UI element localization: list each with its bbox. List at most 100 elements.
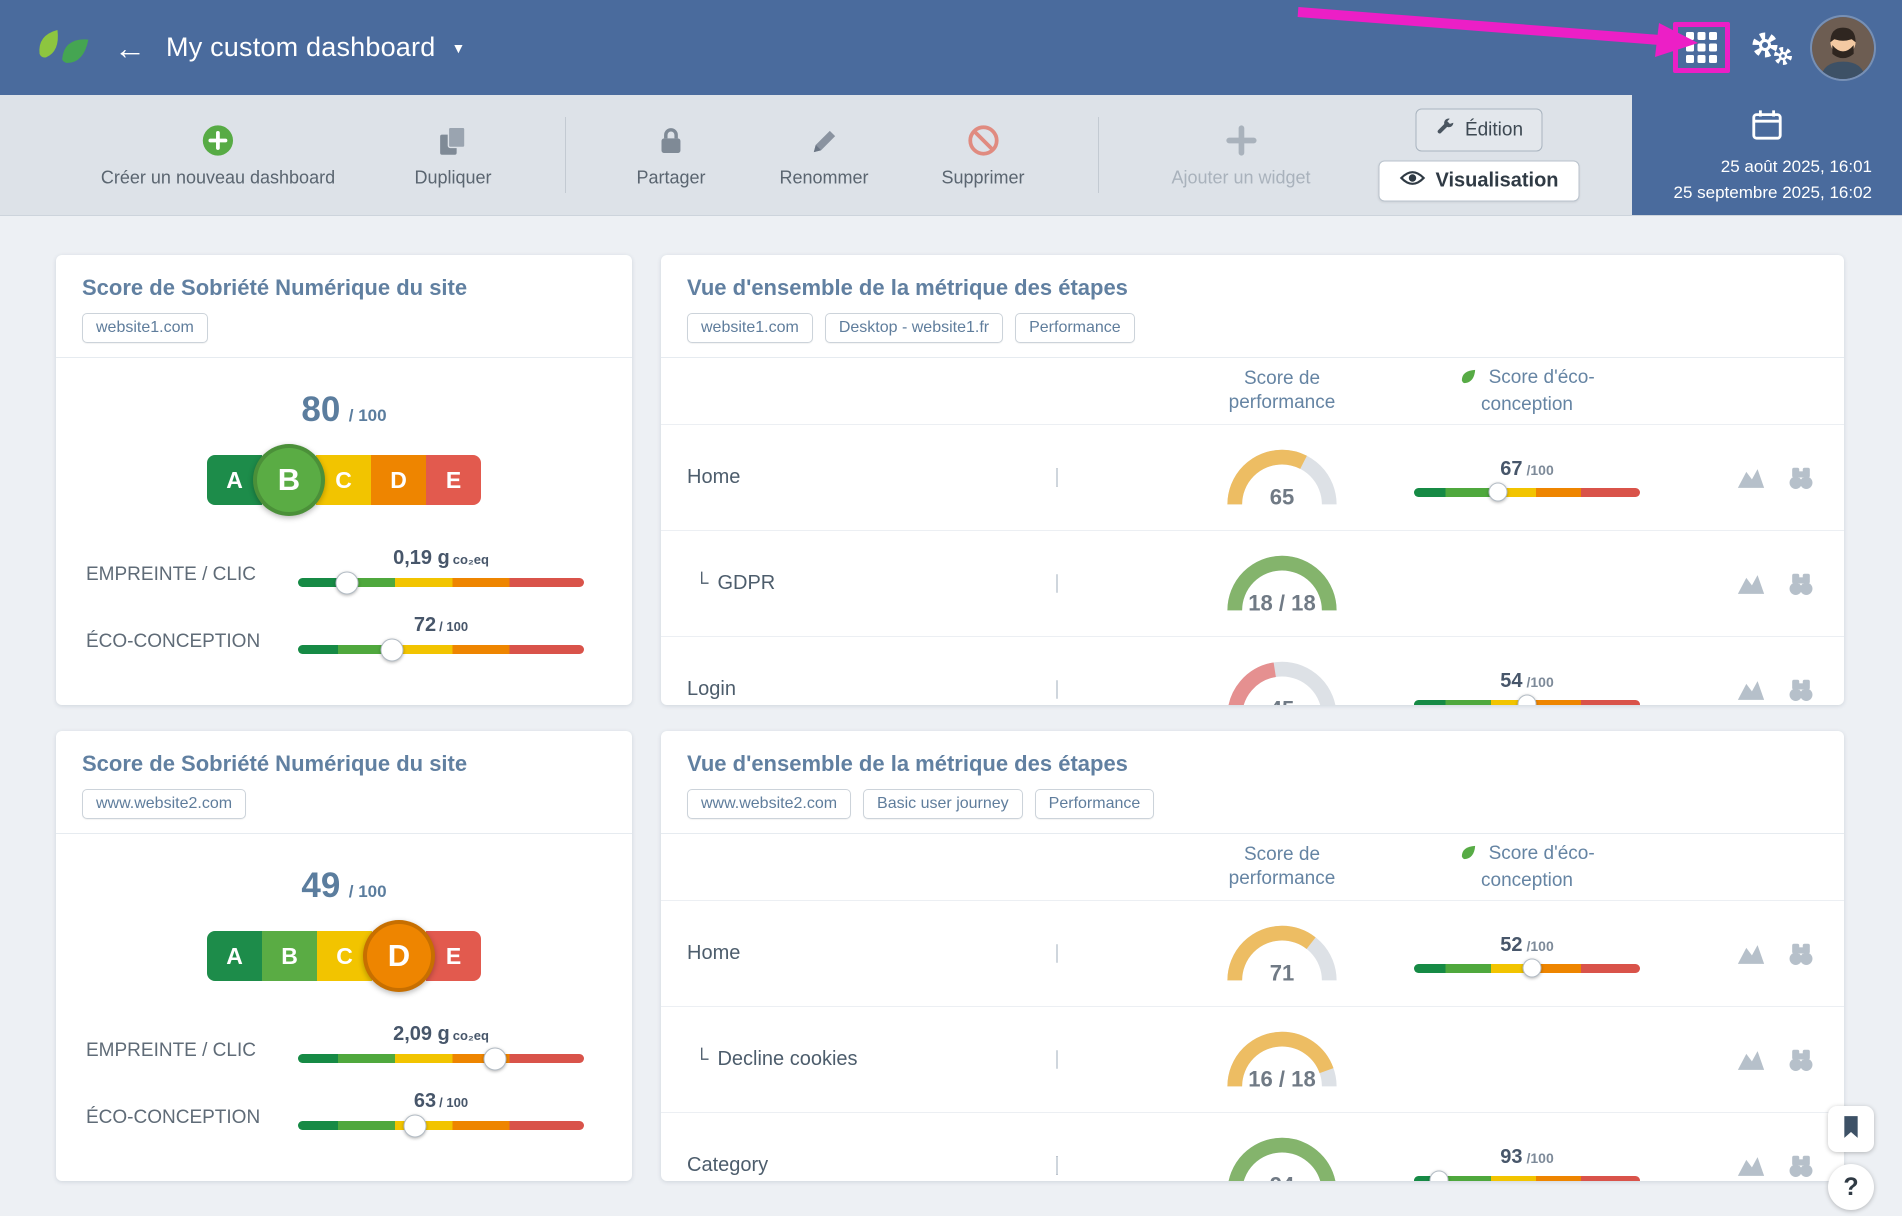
step-screenshot[interactable] bbox=[1056, 467, 1058, 487]
grade-e: E bbox=[426, 931, 481, 981]
binoculars-icon[interactable] bbox=[1786, 1152, 1816, 1179]
slider-knob bbox=[1522, 958, 1542, 978]
eco-design-meter: ÉCO-CONCEPTION 72/ 100 bbox=[56, 615, 632, 661]
performance-gauge: 18 / 18 bbox=[1219, 543, 1345, 624]
binoculars-icon[interactable] bbox=[1786, 940, 1816, 967]
footprint-slider bbox=[298, 571, 584, 594]
eco-slider bbox=[1414, 958, 1640, 978]
widget-steps-overview-site2: Vue d'ensemble de la métrique des étapes… bbox=[661, 731, 1844, 1181]
grade-b-active: B bbox=[253, 444, 325, 516]
step-screenshot[interactable] bbox=[1056, 679, 1058, 699]
step-screenshot[interactable] bbox=[1056, 1049, 1058, 1069]
plus-icon bbox=[1224, 122, 1258, 158]
global-score: 49 / 100 bbox=[301, 866, 387, 905]
step-row-login: Login 45 54/100 bbox=[661, 636, 1844, 705]
help-button[interactable]: ? bbox=[1828, 1164, 1874, 1210]
steps-table-header: Score de performance Score d'éco-concept… bbox=[661, 358, 1844, 424]
app-header: ← My custom dashboard ▼ bbox=[0, 0, 1902, 95]
footprint-per-click-meter: EMPREINTE / CLIC 2,09 g co₂eq bbox=[56, 1024, 632, 1070]
eco-slider bbox=[1414, 482, 1640, 502]
binoculars-icon[interactable] bbox=[1786, 676, 1816, 703]
chart-icon[interactable] bbox=[1736, 1046, 1766, 1073]
step-screenshot[interactable] bbox=[1056, 943, 1058, 963]
widgets-grid-icon[interactable] bbox=[1686, 32, 1717, 63]
widget-title: Score de Sobriété Numérique du site bbox=[82, 751, 468, 776]
eco-slider bbox=[1414, 694, 1640, 705]
pencil-icon bbox=[808, 122, 840, 158]
grade-a: A bbox=[207, 931, 262, 981]
chart-icon[interactable] bbox=[1736, 464, 1766, 491]
widget-title: Vue d'ensemble de la métrique des étapes bbox=[687, 751, 1128, 776]
step-screenshot[interactable] bbox=[1056, 1155, 1058, 1175]
site-tag: website1.com bbox=[687, 313, 813, 343]
chart-icon[interactable] bbox=[1736, 1152, 1766, 1179]
svg-text:45: 45 bbox=[1270, 696, 1295, 705]
date-range-start: 25 août 2025, 16:01 bbox=[1720, 156, 1872, 176]
widget-steps-overview-site1: Vue d'ensemble de la métrique des étapes… bbox=[661, 255, 1844, 705]
date-range-picker[interactable]: 25 août 2025, 16:01 25 septembre 2025, 1… bbox=[1632, 95, 1902, 215]
tools-icon bbox=[1435, 117, 1456, 144]
step-row-home: Home 65 67/100 bbox=[661, 424, 1844, 530]
steps-table-header: Score de performance Score d'éco-concept… bbox=[661, 834, 1844, 900]
back-arrow-icon[interactable]: ← bbox=[114, 29, 146, 66]
journey-tag: Basic user journey bbox=[863, 789, 1023, 819]
step-row-home: Home 71 52/100 bbox=[661, 900, 1844, 1006]
grade-b: B bbox=[262, 931, 317, 981]
slider-knob bbox=[1488, 482, 1508, 502]
settings-gears-icon[interactable] bbox=[1748, 29, 1794, 67]
rename-button[interactable]: Renommer bbox=[779, 122, 869, 189]
bookmark-button[interactable] bbox=[1828, 1106, 1874, 1152]
performance-gauge: 71 bbox=[1219, 913, 1345, 994]
step-row-gdpr: └ GDPR 18 / 18 bbox=[661, 530, 1844, 636]
chart-icon[interactable] bbox=[1736, 940, 1766, 967]
chart-icon[interactable] bbox=[1736, 570, 1766, 597]
widget-sobriety-score-site1: Score de Sobriété Numérique du site webs… bbox=[56, 255, 632, 705]
date-range-end: 25 septembre 2025, 16:02 bbox=[1673, 182, 1872, 202]
step-screenshot[interactable] bbox=[1056, 573, 1058, 593]
add-widget-button[interactable]: Ajouter un widget bbox=[1171, 122, 1311, 189]
grade-e: E bbox=[426, 455, 481, 505]
create-dashboard-button[interactable]: Créer un nouveau dashboard bbox=[101, 122, 335, 189]
grade-c: C bbox=[316, 455, 371, 505]
lock-icon bbox=[655, 122, 686, 158]
widget-sobriety-score-site2: Score de Sobriété Numérique du site www.… bbox=[56, 731, 632, 1181]
grade-d: D bbox=[371, 455, 426, 505]
dashboard-title[interactable]: My custom dashboard bbox=[166, 32, 436, 62]
svg-text:65: 65 bbox=[1270, 484, 1295, 509]
performance-gauge: 45 bbox=[1219, 649, 1345, 705]
eco-score-cell: 52/100 bbox=[1414, 935, 1640, 978]
global-score: 80 / 100 bbox=[301, 390, 387, 429]
visualisation-button[interactable]: Visualisation bbox=[1378, 160, 1580, 202]
performance-gauge: 16 / 18 bbox=[1219, 1019, 1345, 1100]
duplicate-button[interactable]: Dupliquer bbox=[414, 122, 492, 189]
slider-knob bbox=[380, 638, 404, 661]
dashboard-toolbar: Créer un nouveau dashboard Dupliquer Par… bbox=[0, 95, 1902, 216]
edition-button[interactable]: Édition bbox=[1415, 108, 1543, 152]
delete-button[interactable]: Supprimer bbox=[941, 122, 1025, 189]
svg-text:94: 94 bbox=[1270, 1172, 1295, 1181]
binoculars-icon[interactable] bbox=[1786, 464, 1816, 491]
performance-column-header: Score de performance bbox=[1228, 368, 1336, 413]
eco-score-cell: 93/100 bbox=[1414, 1147, 1640, 1181]
eco-column-header: Score d'éco-conception bbox=[1441, 842, 1613, 893]
slider-knob bbox=[1517, 694, 1537, 705]
eco-column-header: Score d'éco-conception bbox=[1441, 366, 1613, 417]
leaf-icon bbox=[1459, 369, 1483, 391]
leaf-icon bbox=[1459, 845, 1483, 867]
slider-knob bbox=[335, 571, 359, 594]
toolbar-divider bbox=[565, 117, 566, 193]
chart-icon[interactable] bbox=[1736, 676, 1766, 703]
metric-tag: Performance bbox=[1015, 313, 1135, 343]
dashboard-title-caret-icon[interactable]: ▼ bbox=[451, 39, 466, 56]
slider-knob bbox=[1429, 1170, 1449, 1181]
binoculars-icon[interactable] bbox=[1786, 570, 1816, 597]
user-avatar[interactable] bbox=[1812, 16, 1874, 79]
binoculars-icon[interactable] bbox=[1786, 1046, 1816, 1073]
eco-design-slider bbox=[298, 1114, 584, 1137]
site-tag: www.website2.com bbox=[687, 789, 852, 819]
share-button[interactable]: Partager bbox=[636, 122, 706, 189]
slider-knob bbox=[483, 1047, 507, 1070]
step-row-category: Category 94 93/100 bbox=[661, 1112, 1844, 1181]
copy-icon bbox=[436, 122, 469, 158]
